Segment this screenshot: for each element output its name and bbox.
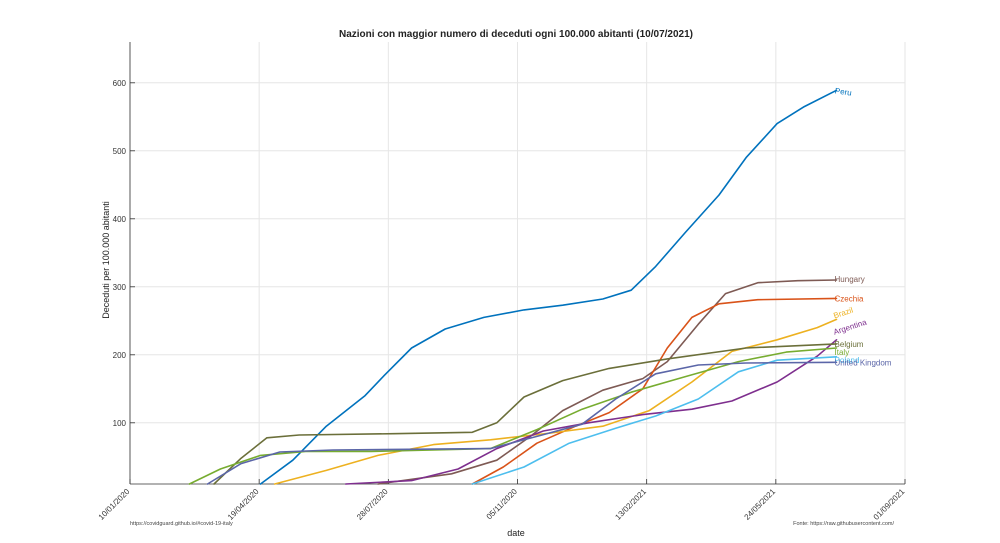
y-tick-label: 600 [113, 79, 127, 88]
series-label: Peru [834, 86, 852, 97]
series-label: Italy [835, 348, 850, 357]
series-line-italy [188, 347, 838, 485]
series-line-argentina [344, 339, 838, 485]
series-line-belgium [213, 343, 838, 485]
series-label: Poland [835, 356, 860, 365]
footer-left: https://covidguard.github.io/#covid-19-i… [130, 521, 233, 527]
x-tick-label: 24/05/2021 [743, 487, 778, 522]
x-tick-label: 13/02/2021 [613, 487, 648, 522]
x-axis-label: date [507, 528, 525, 538]
x-tick-label: 19/04/2020 [226, 487, 261, 522]
series-line-peru [259, 89, 838, 485]
series-line-united-kingdom [206, 361, 838, 485]
x-tick-label: 01/09/2021 [872, 487, 907, 522]
grid [129, 42, 906, 484]
x-tick-label: 28/07/2020 [355, 487, 390, 522]
series-label: Czechia [835, 294, 864, 303]
series-label: Belgium [835, 340, 864, 349]
y-tick-label: 400 [113, 215, 127, 224]
series-label: Hungary [835, 275, 865, 284]
y-tick-label: 200 [113, 351, 127, 360]
x-tick-label: 05/11/2020 [485, 487, 520, 522]
footer-right: Fonte: https://raw.githubusercontent.com… [793, 521, 894, 527]
y-tick-label: 300 [113, 283, 127, 292]
series-line-poland [471, 356, 838, 485]
chart-title: Nazioni con maggior numero di deceduti o… [339, 29, 693, 40]
y-tick-label: 500 [113, 147, 127, 156]
y-tick-label: 100 [113, 419, 127, 428]
series-line-brazil [273, 318, 838, 485]
series-lines [188, 89, 838, 485]
y-axis-label: Deceduti per 100.000 abitanti [101, 201, 111, 319]
x-tick-label: 10/01/2020 [97, 487, 132, 522]
series-line-hungary [377, 279, 838, 485]
series-label: United Kingdom [835, 358, 892, 367]
